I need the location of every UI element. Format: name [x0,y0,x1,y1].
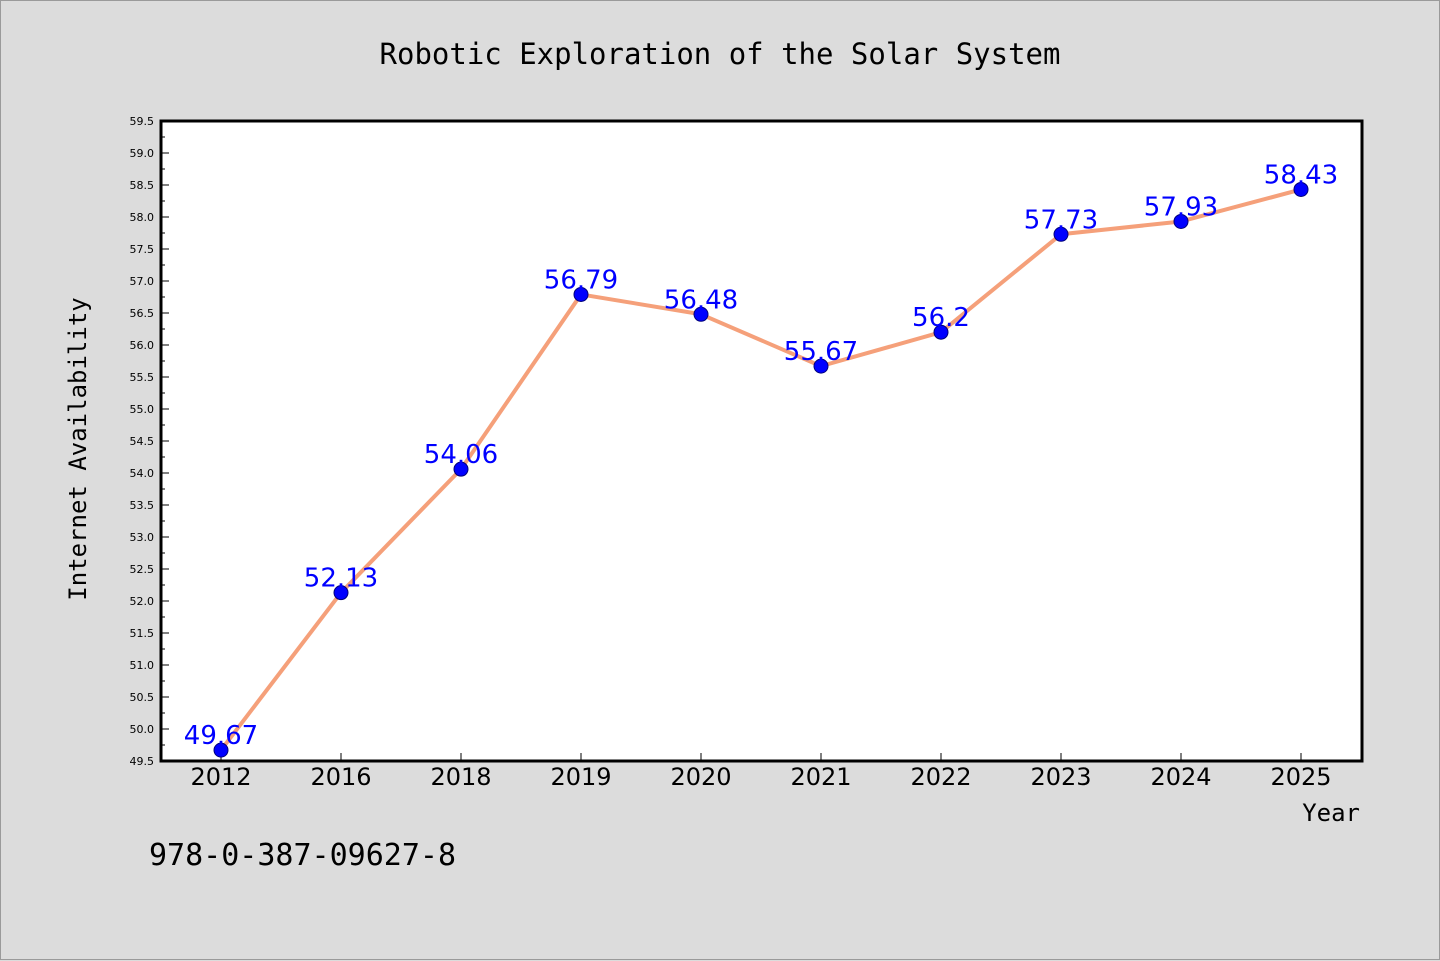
series-markers [213,181,1309,758]
y-tick-label: 51.5 [130,627,155,640]
y-tick-label: 59.5 [130,115,155,128]
data-point-label: 57.73 [1024,205,1098,235]
y-tick-label: 56.5 [130,307,155,320]
data-point-marker [333,585,349,601]
x-axis-ticks: 2012 2016 2018 2019 2020 2021 2022 2023 2024 2025 [190,753,1332,791]
y-axis-ticks: 49.5 50.0 50.5 51.0 51.5 52.0 52.5 53.0 53.5 54.0… [130,115,169,768]
data-point-marker [213,742,229,758]
x-tick-label: 2019 [550,763,611,791]
y-tick-label: 50.0 [130,723,155,736]
x-tick-label: 2018 [430,763,491,791]
y-tick-label: 53.0 [130,531,155,544]
series-line [219,187,1302,752]
data-point-marker [573,286,589,302]
x-tick-label: 2012 [190,763,251,791]
data-point-marker [1293,181,1309,197]
x-tick-label: 2025 [1270,763,1331,791]
data-labels: 49.67 52.13 54.06 56.79 56.48 55.67 56.2 57.73 5… [184,160,1338,751]
data-point-marker [933,324,949,340]
data-point-label: 58.43 [1264,160,1338,190]
data-point-marker [1173,213,1189,229]
footer-code-text: 978-0-387-09627-8 [149,838,456,873]
chart-title: Robotic Exploration of the Solar System [380,37,1061,71]
data-point-label: 55.67 [784,337,858,367]
x-axis-label: Year [1302,799,1360,827]
x-tick-label: 2024 [1150,763,1211,791]
y-tick-label: 57.5 [130,243,155,256]
data-point-marker [453,461,469,477]
data-point-marker [1053,226,1069,242]
y-tick-label: 58.0 [130,211,155,224]
data-point-label: 56.79 [544,265,618,295]
y-tick-label: 51.0 [130,659,155,672]
y-tick-label: 54.5 [130,435,155,448]
y-tick-label: 59.0 [130,147,155,160]
data-point-label: 54.06 [424,440,498,470]
y-tick-label: 55.0 [130,403,155,416]
series-line-group [219,187,1302,752]
data-point-label: 49.67 [184,721,258,751]
y-tick-label: 49.5 [130,755,155,768]
y-tick-label: 58.5 [130,179,155,192]
data-point-label: 52.13 [304,564,378,594]
data-point-label: 56.48 [664,285,738,315]
x-tick-label: 2023 [1030,763,1091,791]
y-tick-label: 56.0 [130,339,155,352]
data-point-marker [693,306,709,322]
y-tick-label: 55.5 [130,371,155,384]
x-tick-label: 2021 [790,763,851,791]
x-tick-label: 2020 [670,763,731,791]
data-point-label: 57.93 [1144,192,1218,222]
y-tick-label: 52.5 [130,563,155,576]
y-tick-label: 52.0 [130,595,155,608]
plot-area [159,119,1364,763]
y-tick-label: 50.5 [130,691,155,704]
data-point-marker [813,358,829,374]
y-tick-label: 53.5 [130,499,155,512]
y-tick-label: 54.0 [130,467,155,480]
x-tick-label: 2016 [310,763,371,791]
y-tick-label: 57.0 [130,275,155,288]
x-tick-label: 2022 [910,763,971,791]
data-point-label: 56.2 [912,303,970,333]
y-axis-label: Internet Availability [64,297,92,600]
